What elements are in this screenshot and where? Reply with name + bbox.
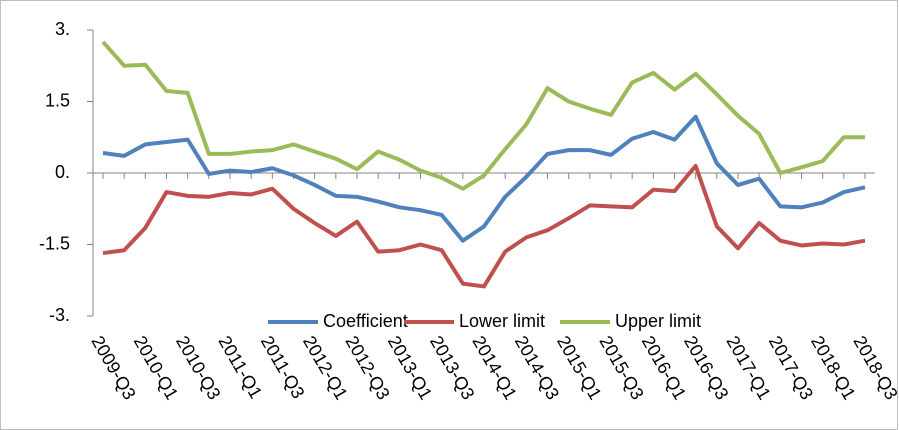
y-tick-label: -1.5 [39,233,70,253]
legend-label: Lower limit [459,311,545,331]
series-line [101,40,865,191]
legend-label: Coefficient [323,311,408,331]
legend-label: Upper limit [615,311,701,331]
series-line [102,114,866,243]
y-tick-label: 0. [55,162,70,182]
y-tick-label: 1.5 [45,90,70,110]
series-line [102,163,866,289]
y-tick-label: 3. [55,19,70,39]
y-tick-label: -3. [49,305,70,325]
